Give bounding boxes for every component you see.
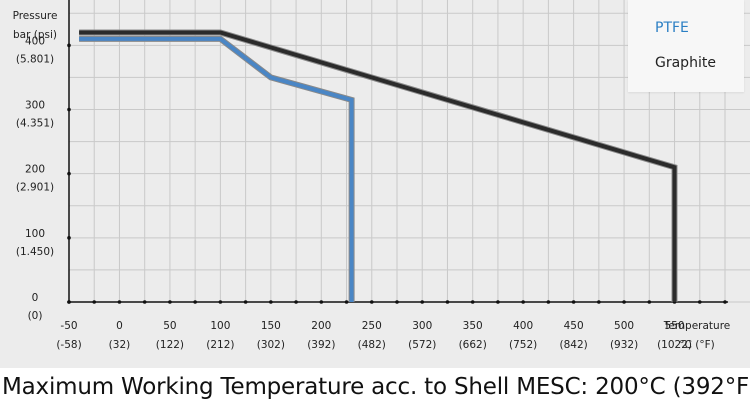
x-tick-mark: [597, 300, 601, 304]
x-tick-sublabel: (932): [610, 339, 638, 351]
x-tick-mark: [521, 300, 525, 304]
y-tick-mark: [67, 107, 71, 112]
x-tick-mark: [647, 300, 652, 304]
pressure-temperature-chart: Pressure bar (psi) 0 (0) 100 (1.450) 200 (2.901…: [13, 0, 750, 351]
y-tick-sublabel: (4.351): [16, 118, 54, 130]
x-tick-sublabel: (482): [358, 339, 386, 351]
y-tick-sublabel: (7.252): [16, 0, 54, 1]
y-axis-title: Pressure: [13, 10, 58, 22]
x-tick-mark: [445, 300, 450, 304]
x-tick-label: 150: [261, 320, 281, 332]
x-tick-sublabel: (662): [459, 339, 487, 351]
x-tick-mark: [571, 300, 576, 304]
y-tick-label: 300: [25, 100, 45, 112]
x-axis-unit: °C (°F): [679, 339, 714, 351]
x-tick-mark: [142, 300, 147, 304]
y-tick-label: 0: [32, 292, 39, 304]
x-tick-mark: [294, 300, 298, 304]
x-tick-mark: [243, 300, 248, 304]
y-axis-unit: bar (psi): [13, 29, 57, 41]
x-tick-mark: [395, 300, 399, 304]
x-tick-label: 250: [362, 320, 382, 332]
x-tick-label: 100: [210, 320, 230, 332]
x-tick-sublabel: (-58): [56, 339, 81, 351]
x-tick-sublabel: (842): [559, 339, 587, 351]
y-tick-sublabel: (1.450): [16, 246, 54, 258]
x-tick-mark: [420, 300, 425, 304]
x-tick-mark: [218, 300, 223, 304]
y-tick-label: 100: [25, 228, 45, 240]
x-tick-mark: [319, 300, 324, 304]
x-tick-label: 450: [564, 320, 584, 332]
x-tick-mark: [496, 300, 500, 304]
x-tick-sublabel: (302): [257, 339, 285, 351]
x-tick-mark: [117, 300, 122, 304]
series-line-ptfe: [79, 36, 354, 302]
x-tick-label: 550: [665, 320, 685, 332]
x-tick-mark: [193, 300, 197, 304]
chart-legend: PTFE Graphite: [628, 0, 744, 92]
x-tick-sublabel: (122): [156, 339, 184, 351]
x-axis-title: Temperature: [663, 320, 731, 332]
chart-panel: Pressure bar (psi) 0 (0) 100 (1.450) 200 (2.901…: [0, 0, 750, 368]
x-tick-label: 400: [513, 320, 533, 332]
y-tick-mark: [67, 43, 71, 48]
x-tick-sublabel: (32): [109, 339, 131, 351]
x-tick-mark: [344, 300, 349, 304]
x-tick-mark: [269, 300, 273, 304]
x-tick-label: 350: [463, 320, 483, 332]
y-tick-sublabel: (0): [28, 310, 43, 322]
y-tick-mark: [67, 171, 71, 176]
x-tick-mark: [92, 300, 97, 304]
x-tick-label: 0: [116, 320, 123, 332]
x-tick-mark: [546, 300, 551, 304]
chart-caption: Maximum Working Temperature acc. to Shel…: [2, 374, 750, 400]
x-tick-sublabel: (392): [307, 339, 335, 351]
series-line-graphite: [79, 30, 677, 302]
y-tick-sublabel: (2.901): [16, 182, 54, 194]
y-tick-sublabel: (5.801): [16, 53, 54, 65]
legend-item-graphite: Graphite: [655, 55, 716, 71]
legend-item-ptfe: PTFE: [655, 20, 689, 36]
y-tick-label: 200: [25, 164, 45, 176]
x-tick-sublabel: (212): [206, 339, 234, 351]
x-tick-mark: [369, 300, 374, 304]
x-tick-sublabel: (1022): [657, 339, 692, 351]
series-outline-ptfe: [79, 35, 355, 302]
x-tick-label: 500: [614, 320, 634, 332]
series-outline-graphite: [79, 29, 678, 302]
x-tick-label: -50: [60, 320, 77, 332]
x-tick-mark: [723, 300, 727, 304]
x-tick-mark: [470, 300, 475, 304]
x-tick-sublabel: (572): [408, 339, 436, 351]
x-tick-label: 300: [412, 320, 432, 332]
x-tick-mark: [168, 300, 172, 304]
y-tick-mark: [67, 236, 71, 240]
x-tick-mark: [622, 300, 626, 304]
y-tick-mark: [67, 300, 71, 304]
x-tick-sublabel: (752): [509, 339, 537, 351]
y-tick-label: 400: [25, 35, 45, 47]
x-tick-label: 50: [163, 320, 176, 332]
x-tick-label: 200: [311, 320, 331, 332]
x-tick-mark: [697, 300, 702, 304]
